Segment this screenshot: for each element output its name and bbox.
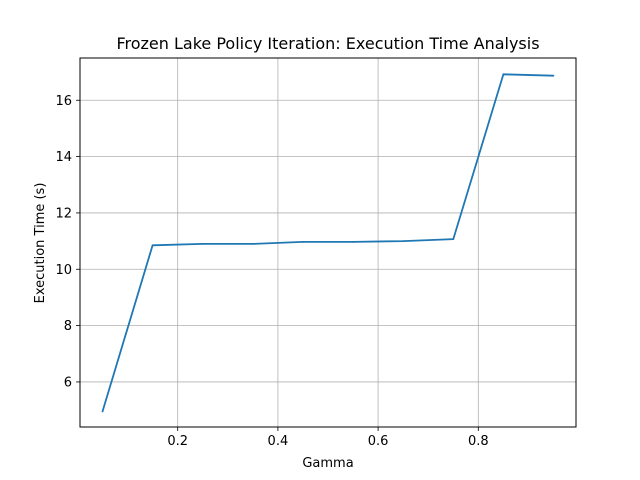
y-axis-label: Execution Time (s) bbox=[33, 183, 48, 304]
y-axis-ticks: 6 8 10 12 14 16 bbox=[55, 94, 80, 390]
y-tick-label: 14 bbox=[55, 150, 72, 165]
x-tick-label: 0.4 bbox=[268, 434, 289, 449]
data-point bbox=[151, 244, 154, 247]
plot-frame bbox=[79, 57, 577, 428]
series-line-0 bbox=[101, 73, 554, 412]
data-point bbox=[402, 240, 405, 242]
y-tick-label: 16 bbox=[55, 94, 72, 109]
data-point bbox=[502, 73, 505, 76]
data-point bbox=[251, 243, 254, 245]
data-point bbox=[201, 243, 204, 245]
y-tick-label: 8 bbox=[64, 319, 72, 334]
y-tick-label: 10 bbox=[55, 263, 72, 278]
y-tick-label: 12 bbox=[55, 206, 72, 221]
x-axis-ticks: 0.2 0.4 0.6 0.8 bbox=[167, 427, 489, 449]
data-point bbox=[302, 241, 304, 243]
data-point bbox=[101, 410, 104, 413]
x-axis-label: Gamma bbox=[302, 456, 353, 471]
grid-lines bbox=[80, 58, 576, 427]
y-tick-label: 6 bbox=[64, 375, 72, 390]
data-point bbox=[552, 74, 555, 77]
x-tick-label: 0.8 bbox=[468, 434, 489, 449]
data-point bbox=[452, 238, 455, 241]
series-group bbox=[101, 73, 555, 413]
data-point bbox=[352, 241, 354, 243]
x-tick-label: 0.2 bbox=[167, 434, 188, 449]
x-tick-label: 0.6 bbox=[368, 434, 389, 449]
chart-title: Frozen Lake Policy Iteration: Execution … bbox=[116, 34, 539, 53]
